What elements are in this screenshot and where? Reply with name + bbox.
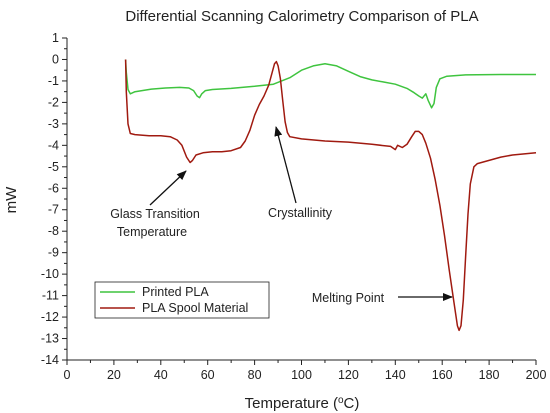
y-tick-label: -6 [48,181,59,195]
y-tick-label: -3 [48,117,59,131]
x-axis-title-main: Temperature ( [245,395,338,412]
x-tick-label: 40 [154,368,168,382]
x-tick-label: 20 [107,368,121,382]
legend-label-printed-pla: Printed PLA [142,285,209,299]
x-tick-label: 120 [338,368,359,382]
annotation-glass-transition-line1: Glass Transition [110,207,200,221]
x-axis-title-sup: o [338,395,344,406]
series-line-printed-pla [124,59,536,109]
x-axis-title-rest: C) [344,395,360,412]
y-tick-label: -7 [48,203,59,217]
x-tick-label: 200 [526,368,547,382]
y-tick-label: -9 [48,246,59,260]
y-tick-label: -11 [42,289,59,303]
annotation-melting-point: Melting Point [312,291,385,305]
y-tick-label: -12 [41,310,59,324]
y-axis-title: mW [3,186,20,213]
y-tick-label: 1 [52,31,59,45]
y-ticks: 1 0 -1 -2 -3 -4 -5 -6 -7 -8 -9 -10 -11 -12 -13 -14 [41,31,67,367]
y-tick-label: -2 [48,95,59,109]
x-tick-label: 80 [248,368,262,382]
x-tick-label: 0 [64,368,71,382]
legend-box [94,281,270,319]
y-tick-label: -5 [48,160,59,174]
chart-title: Differential Scanning Calorimetry Compar… [125,8,478,25]
x-axis-title: Temperature (oC) [245,395,360,413]
x-tick-label: 180 [479,368,500,382]
legend-label-pla-spool-material: PLA Spool Material [142,301,248,315]
x-tick-label: 100 [291,368,312,382]
series-layer [124,59,537,332]
y-tick-label: -8 [48,224,59,238]
x-tick-label: 60 [201,368,215,382]
x-tick-label: 160 [432,368,453,382]
y-tick-label: -14 [41,353,59,367]
y-tick-label: -1 [48,74,59,88]
annotation-crystallinity: Crystallinity [268,206,333,220]
y-tick-label: -4 [48,138,59,152]
x-tick-label: 140 [385,368,406,382]
annotation-crystallinity-arrow [274,126,297,204]
legend: Printed PLA PLA Spool Material [94,281,270,319]
y-tick-label: -13 [41,332,59,346]
annotation-glass-transition-line2: Temperature [117,225,187,239]
x-ticks: 0 20 40 60 80 100 120 140 160 180 200 [64,360,547,382]
y-tick-label: 0 [52,52,59,66]
annotation-layer: Glass Transition Temperature Crystallini… [110,126,453,305]
annotation-glass-transition-arrow [149,170,187,206]
y-tick-label: -10 [41,267,59,281]
series-line-pla-spool-material [124,59,537,332]
